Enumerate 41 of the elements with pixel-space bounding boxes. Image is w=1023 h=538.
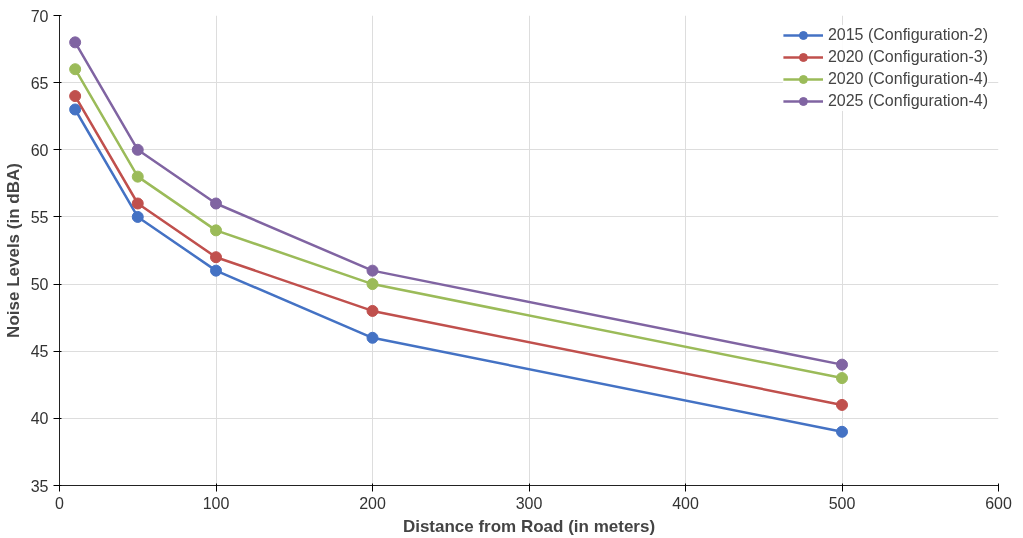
y-tick-label: 60: [30, 141, 49, 159]
y-tick-label: 50: [30, 276, 49, 294]
x-axis-title: Distance from Road (in meters): [402, 516, 656, 536]
point: [131, 197, 144, 210]
point: [366, 331, 379, 344]
point: [131, 143, 144, 156]
y-tick-label: 70: [30, 7, 49, 25]
y-tick-label: 55: [30, 208, 49, 226]
point: [366, 264, 379, 277]
point: [69, 63, 82, 76]
legend-label: 2020 (Configuration-3): [827, 48, 988, 66]
point: [836, 358, 848, 371]
y-tick-label: 65: [30, 74, 49, 92]
legend-label: 2025 (Configuration-4): [827, 92, 988, 110]
y-tick-label: 45: [30, 343, 49, 361]
point: [131, 170, 144, 183]
point: [836, 372, 848, 385]
x-tick-label: 500: [828, 494, 856, 512]
point: [210, 264, 222, 277]
y-tick-label: 35: [30, 477, 49, 495]
point: [836, 425, 848, 438]
x-tick-label: 600: [985, 494, 1012, 512]
point: [366, 304, 379, 317]
y-tick-label: 40: [30, 410, 49, 428]
x-tick-label: 300: [515, 494, 543, 512]
point: [69, 36, 82, 49]
point: [131, 210, 144, 223]
point: [210, 251, 222, 264]
x-tick-label: 0: [55, 494, 65, 512]
point: [210, 224, 222, 237]
x-tick-label: 400: [672, 494, 699, 512]
y-axis-title: Noise Levels (in dBA): [3, 163, 23, 338]
point: [210, 197, 222, 210]
point: [836, 398, 848, 411]
legend-label: 2020 (Configuration-4): [827, 70, 988, 88]
point: [69, 103, 82, 116]
point: [366, 278, 379, 291]
legend-label: 2015 (Configuration-2): [827, 26, 988, 44]
x-tick-label: 200: [359, 494, 386, 512]
x-tick-label: 100: [202, 494, 230, 512]
point: [69, 90, 82, 103]
